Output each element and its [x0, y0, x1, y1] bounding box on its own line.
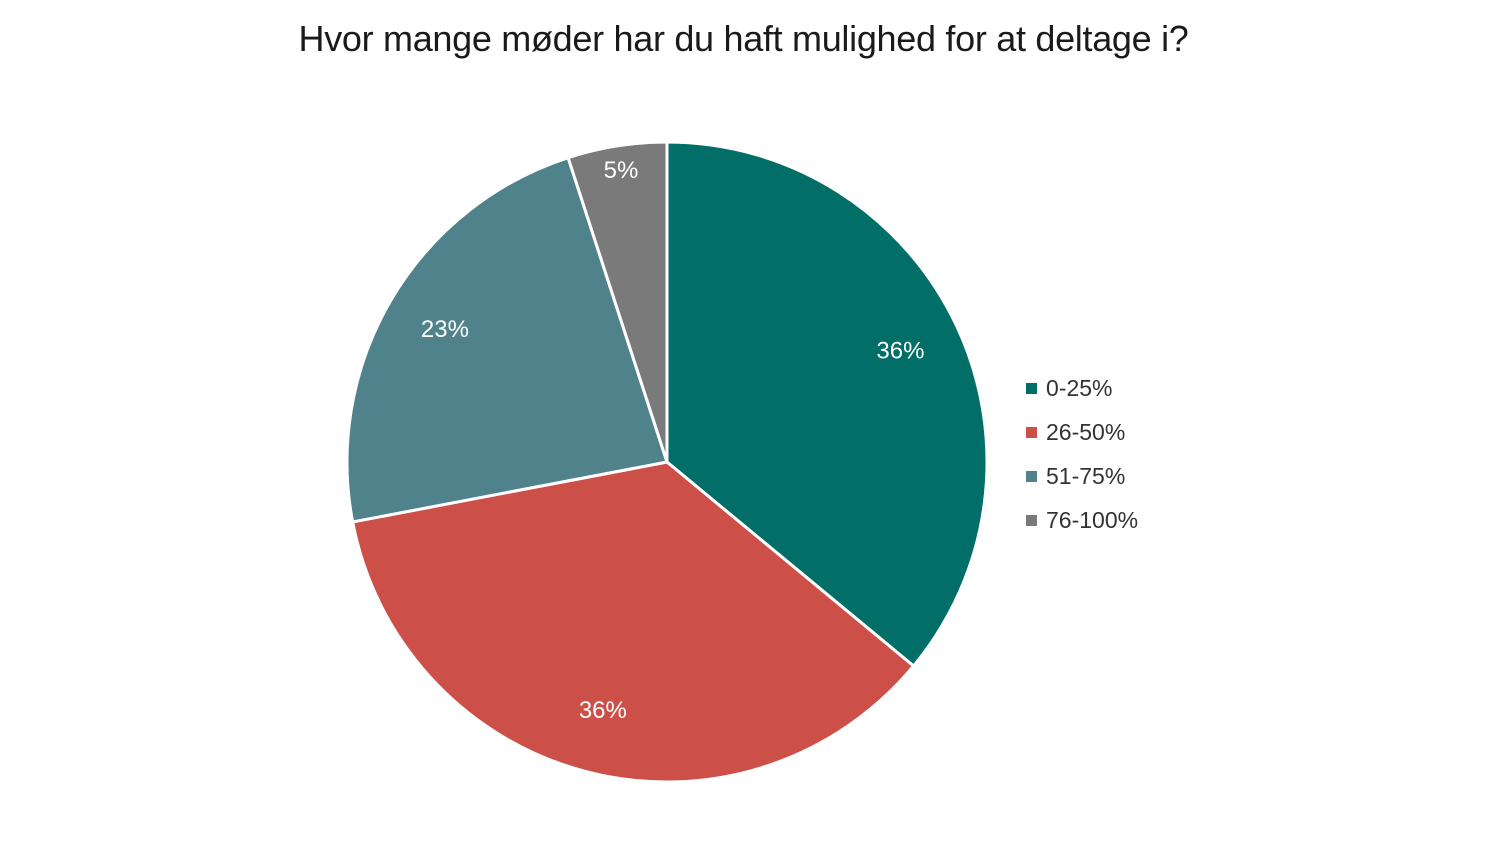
legend-item: 76-100% [1026, 498, 1138, 542]
legend-item: 26-50% [1026, 410, 1138, 454]
data-label: 23% [421, 316, 469, 343]
legend: 0-25% 26-50% 51-75% 76-100% [1026, 366, 1138, 542]
data-label: 36% [579, 697, 627, 724]
pie-slice-26-50% [351, 460, 916, 784]
data-label: 5% [604, 157, 639, 184]
legend-swatch [1026, 514, 1037, 526]
pie-slice-76-100% [566, 140, 669, 464]
legend-label: 0-25% [1046, 374, 1113, 401]
pie-slices [345, 140, 989, 784]
pie-data-labels: 36% 36% 23% 5% [421, 157, 925, 724]
legend-swatch [1026, 382, 1037, 394]
pie-slice-51-75% [345, 156, 669, 524]
pie-slice-0-25% [665, 140, 989, 668]
legend-item: 0-25% [1026, 366, 1138, 410]
data-label: 36% [876, 337, 924, 364]
legend-label: 51-75% [1046, 462, 1126, 489]
legend-swatch [1026, 470, 1037, 482]
legend-item: 51-75% [1026, 454, 1138, 498]
legend-label: 26-50% [1046, 418, 1126, 445]
chart-title: Hvor mange møder har du haft mulighed fo… [298, 18, 1189, 59]
legend-swatch [1026, 426, 1037, 438]
legend-label: 76-100% [1046, 506, 1139, 533]
